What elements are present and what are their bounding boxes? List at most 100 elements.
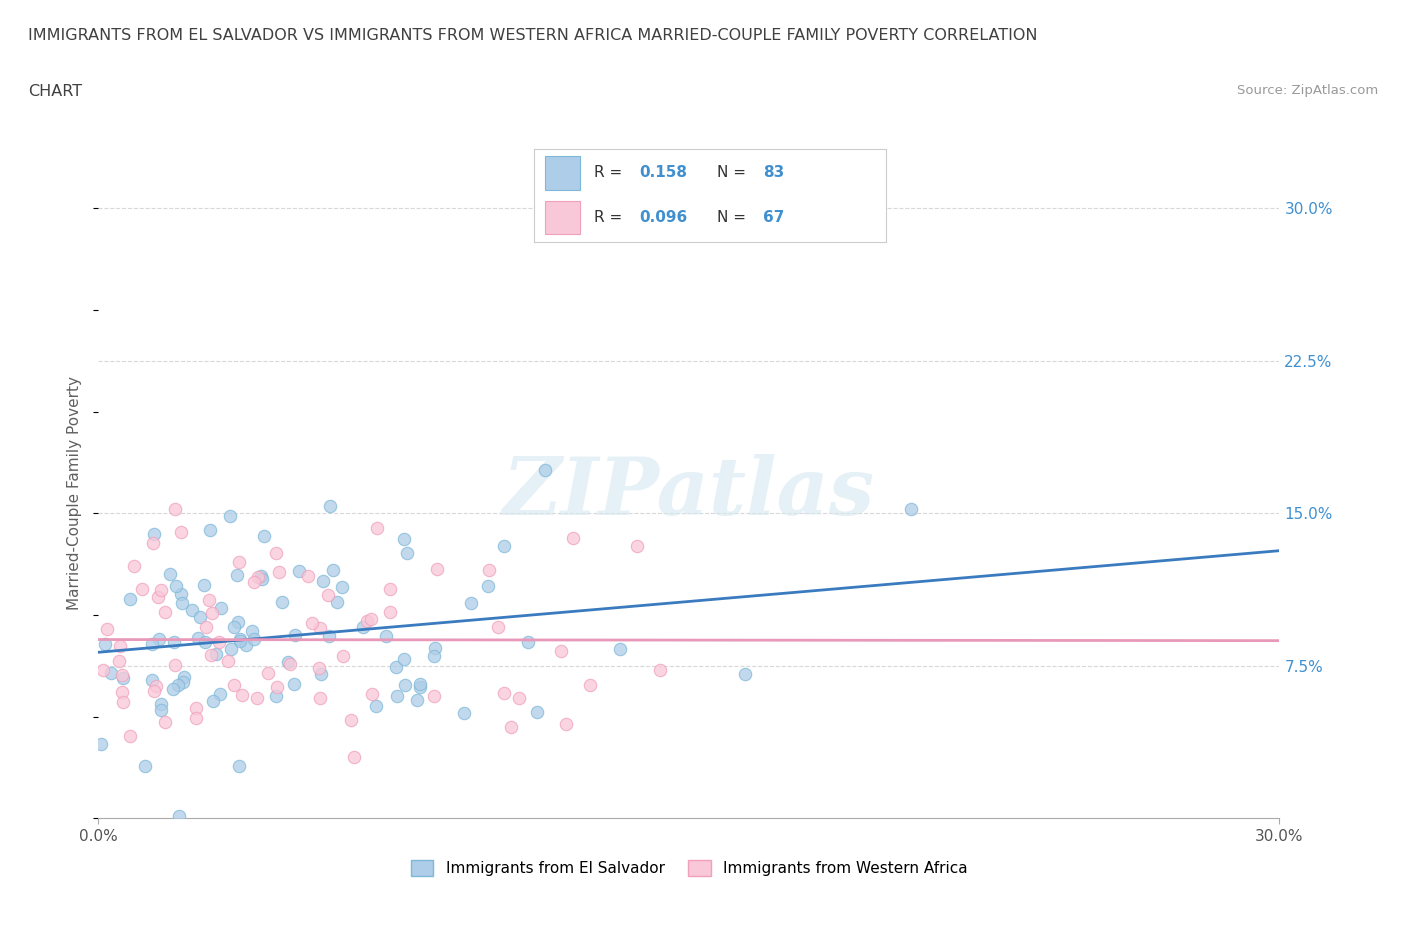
Point [316,588,339,603]
Text: ZIPatlas: ZIPatlas [503,454,875,532]
Point [283,677,305,692]
Point [208,634,231,649]
Point [309,620,332,635]
FancyBboxPatch shape [544,201,581,234]
Point [319,499,342,514]
Point [478,563,501,578]
Point [264,688,287,703]
Point [499,720,522,735]
Point [201,605,224,620]
Point [266,680,288,695]
Point [107,653,129,668]
Text: 0.158: 0.158 [640,166,688,180]
Text: R =: R = [593,166,627,180]
Point [167,677,190,692]
Point [188,610,211,625]
Point [142,535,165,550]
Point [284,628,307,643]
Point [408,677,430,692]
Point [198,592,221,607]
Legend: Immigrants from El Salvador, Immigrants from Western Africa: Immigrants from El Salvador, Immigrants … [405,854,973,883]
FancyBboxPatch shape [544,156,581,190]
Point [219,642,242,657]
Point [118,728,141,743]
Point [425,562,447,577]
Point [492,685,515,700]
Text: R =: R = [593,210,627,225]
Point [204,646,226,661]
Point [150,583,173,598]
Point [394,678,416,693]
Text: IMMIGRANTS FROM EL SALVADOR VS IMMIGRANTS FROM WESTERN AFRICA MARRIED-COUPLE FAM: IMMIGRANTS FROM EL SALVADOR VS IMMIGRANT… [28,28,1038,43]
Text: 0.096: 0.096 [640,210,688,225]
Point [217,654,239,669]
Point [155,604,177,619]
Point [218,509,240,524]
Point [162,682,184,697]
Point [228,759,250,774]
Point [318,629,340,644]
Point [150,697,173,711]
Point [194,634,217,649]
Point [180,602,202,617]
Point [200,648,222,663]
Point [312,574,335,589]
Point [366,521,388,536]
Point [264,545,287,560]
Point [202,694,225,709]
Point [626,538,648,553]
Point [211,601,233,616]
Point [526,704,548,719]
Text: Source: ZipAtlas.com: Source: ZipAtlas.com [1237,84,1378,97]
Point [406,693,429,708]
Point [734,667,756,682]
Point [309,690,332,705]
Point [235,637,257,652]
Point [153,714,176,729]
Point [309,667,332,682]
Point [356,614,378,629]
Point [131,581,153,596]
Point [385,659,408,674]
Point [165,501,187,516]
Point [278,657,301,671]
Point [516,634,538,649]
Point [322,563,344,578]
Point [226,567,249,582]
Point [253,528,276,543]
Point [250,572,273,587]
Point [508,691,530,706]
Point [224,678,246,693]
Point [246,691,269,706]
Point [409,680,432,695]
Point [561,531,583,546]
Point [364,698,387,713]
Point [111,684,134,699]
Point [460,596,482,611]
Point [165,658,187,672]
Point [578,677,600,692]
Point [550,644,572,658]
Point [228,555,250,570]
Point [90,737,112,751]
Point [198,523,221,538]
Point [494,538,516,553]
Point [243,631,266,646]
Text: 83: 83 [762,166,785,180]
Point [423,688,446,703]
Point [170,587,193,602]
Point [91,662,114,677]
Point [229,633,252,648]
Point [111,668,134,683]
Point [163,634,186,649]
Point [423,641,446,656]
Point [250,568,273,583]
Point [100,666,122,681]
Point [145,678,167,693]
Point [165,578,187,593]
Point [172,674,194,689]
Point [141,672,163,687]
Point [297,568,319,583]
Point [170,525,193,539]
Point [288,564,311,578]
